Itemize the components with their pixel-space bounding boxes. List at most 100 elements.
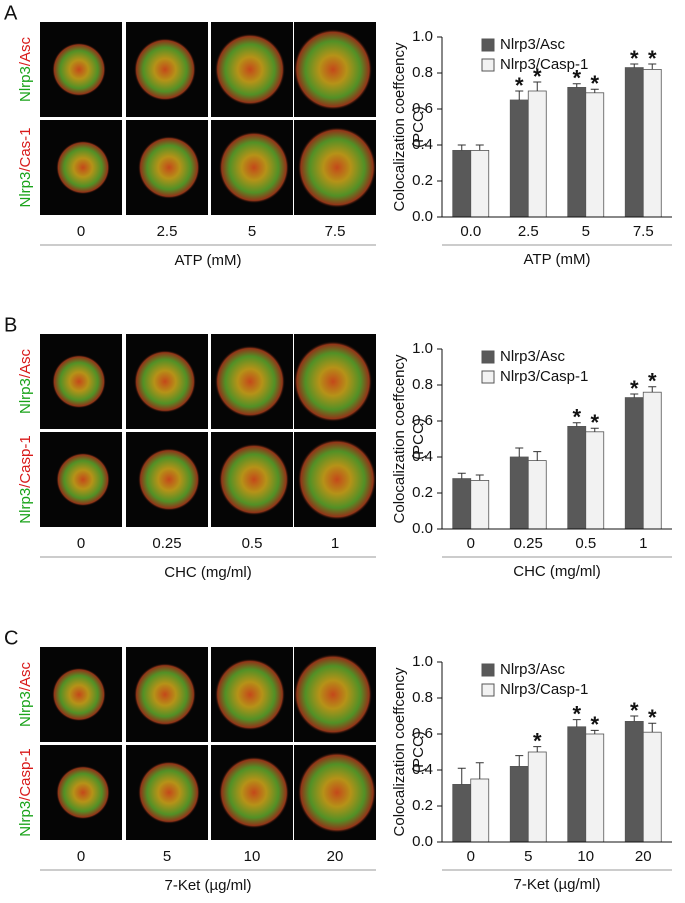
row-label-red: /Cas-1 <box>17 127 34 171</box>
cell <box>133 350 197 413</box>
y-axis-label: (PCC) <box>410 106 427 148</box>
x-tick-label: 0.0 <box>460 223 481 240</box>
cell <box>137 761 201 824</box>
legend-label: Nlrp3/Asc <box>500 36 566 53</box>
image-column-label: 0.5 <box>242 535 263 552</box>
row-label-green: Nlrp3 <box>17 378 34 414</box>
significance: * <box>533 728 542 753</box>
bar <box>527 751 547 843</box>
y-tick-label: 0.4 <box>412 136 433 153</box>
legend-label: Nlrp3/Casp-1 <box>500 56 588 73</box>
image-xlabel: CHC (mg/ml) <box>164 564 252 581</box>
row-label-green: Nlrp3 <box>17 801 34 837</box>
bar <box>567 726 587 843</box>
row-label-red: /Asc <box>17 661 34 691</box>
x-tick-label: 0 <box>467 535 475 552</box>
image-column-label: 7.5 <box>325 223 346 240</box>
x-axis-label: ATP (mM) <box>524 251 591 268</box>
significance: * <box>590 712 599 737</box>
x-axis-label: CHC (mg/ml) <box>513 563 601 580</box>
error-bar <box>590 427 599 432</box>
row-label-green: Nlrp3 <box>17 691 34 727</box>
bar <box>452 149 472 218</box>
y-axis-label: Colocalization coeffcency <box>391 354 408 523</box>
cell <box>52 42 106 97</box>
bar <box>624 397 644 530</box>
legend-label: Nlrp3/Asc <box>500 348 566 365</box>
cell <box>214 33 286 106</box>
cell <box>133 663 197 726</box>
row-label: Nlrp3/Casp-1 <box>17 435 34 523</box>
row-label-green: Nlrp3 <box>17 172 34 208</box>
row-label-red: /Casp-1 <box>17 435 34 488</box>
error-bar <box>648 63 657 70</box>
cell <box>297 751 377 834</box>
image-column-label: 0 <box>77 535 85 552</box>
significance: * <box>630 376 639 401</box>
significance: * <box>572 405 581 430</box>
error-bar <box>630 63 639 68</box>
row-label: Nlrp3/Asc <box>17 348 34 414</box>
image-column-label: 20 <box>327 848 344 865</box>
y-axis-label: (PCC) <box>410 731 427 773</box>
row-label-red: /Asc <box>17 348 34 378</box>
y-tick-label: 0.2 <box>412 172 433 189</box>
y-tick-label: 0.2 <box>412 484 433 501</box>
y-tick-label: 1.0 <box>412 653 433 670</box>
error-bar <box>572 83 581 88</box>
cell <box>293 340 373 423</box>
error-bar <box>515 90 524 100</box>
bar <box>527 90 547 218</box>
significance: * <box>590 71 599 96</box>
bar <box>470 149 490 218</box>
row-label: Nlrp3/Cas-1 <box>17 127 34 207</box>
panel-letter: B <box>4 314 17 336</box>
significance: * <box>572 701 581 726</box>
bar <box>567 87 587 218</box>
cell <box>218 756 290 829</box>
bar <box>509 456 529 530</box>
bar <box>509 766 529 843</box>
y-tick-label: 0.2 <box>412 797 433 814</box>
row-label-red: /Asc <box>17 36 34 66</box>
cell <box>56 765 110 820</box>
y-axis-label: (PCC) <box>410 418 427 460</box>
row-label-red: /Casp-1 <box>17 748 34 801</box>
y-tick-label: 0.4 <box>412 448 433 465</box>
significance: * <box>572 66 581 91</box>
legend-swatch <box>481 683 495 697</box>
significance: * <box>515 73 524 98</box>
significance: * <box>590 410 599 435</box>
image-column-label: 2.5 <box>157 223 178 240</box>
panel-letter: C <box>4 627 18 649</box>
y-tick-label: 0.0 <box>412 520 433 537</box>
error-bar <box>457 472 466 479</box>
image-column-label: 10 <box>244 848 261 865</box>
x-axis-label: 7-Ket (µg/ml) <box>514 876 601 893</box>
x-tick-label: 20 <box>635 848 652 865</box>
y-tick-label: 0.4 <box>412 761 433 778</box>
row-label: Nlrp3/Casp-1 <box>17 748 34 836</box>
significance: * <box>648 369 657 394</box>
cell <box>218 443 290 516</box>
bar <box>527 460 547 530</box>
y-tick-label: 0.6 <box>412 412 433 429</box>
bar <box>642 69 662 218</box>
x-tick-label: 5 <box>582 223 590 240</box>
y-tick-label: 0.0 <box>412 833 433 850</box>
y-tick-label: 1.0 <box>412 340 433 357</box>
legend-swatch <box>481 663 495 677</box>
significance: * <box>533 64 542 89</box>
bar <box>642 391 662 530</box>
significance: * <box>630 46 639 71</box>
x-tick-label: 7.5 <box>633 223 654 240</box>
significance: * <box>648 46 657 71</box>
bar <box>567 425 587 530</box>
significance: * <box>630 698 639 723</box>
image-column-label: 0.25 <box>152 535 181 552</box>
error-bar <box>590 729 599 734</box>
error-bar <box>533 81 542 91</box>
cell <box>52 667 106 722</box>
x-tick-label: 0.25 <box>514 535 543 552</box>
